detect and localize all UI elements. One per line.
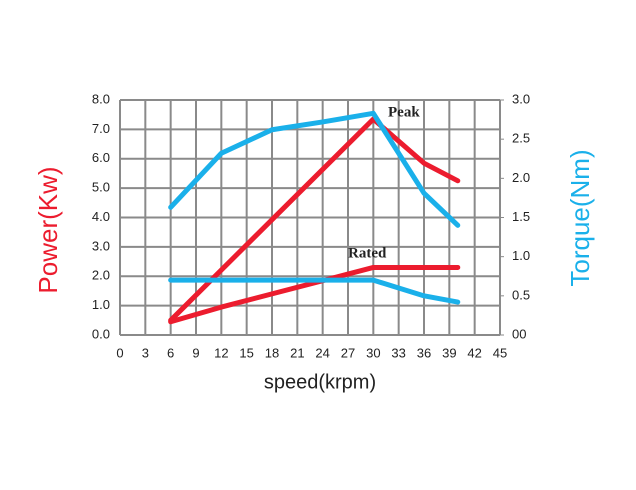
y-tick-label: 7.0 [92,121,110,136]
data-line [168,110,461,228]
x-tick-label: 33 [391,345,405,360]
y-tick-label: 0.0 [92,326,110,341]
y-tick-label: 4.0 [92,209,110,224]
x-tick-label: 30 [366,345,380,360]
x-tick-label: 27 [341,345,355,360]
y-tick-label: 8.0 [92,91,110,106]
x-tick-label: 15 [239,345,253,360]
x-tick-label: 42 [467,345,481,360]
annotation: Rated [348,245,387,261]
y-axis-title: Power(Kw) [33,166,63,293]
x-tick-label: 45 [493,345,507,360]
y2-tick-label: 0.5 [512,287,530,302]
x-tick-label: 0 [116,345,123,360]
y2-tick-label: 3.0 [512,91,530,106]
x-tick-label: 18 [265,345,279,360]
x-tick-label: 3 [142,345,149,360]
y2-axis-title: Torque(Nm) [565,149,595,286]
data-line [168,277,461,305]
y-tick-label: 6.0 [92,150,110,165]
x-tick-label: 39 [442,345,456,360]
data-line [168,116,461,323]
y2-tick-label: 00 [512,326,526,341]
x-tick-label: 9 [192,345,199,360]
y2-tick-label: 1.5 [512,209,530,224]
data-line [168,264,461,325]
x-tick-label: 12 [214,345,228,360]
x-tick-label: 24 [315,345,329,360]
y2-tick-label: 1.0 [512,248,530,263]
y-tick-label: 3.0 [92,238,110,253]
annotation: Peak [388,104,420,120]
x-axis-title: speed(krpm) [264,371,376,393]
y-tick-label: 1.0 [92,297,110,312]
y-tick-label: 5.0 [92,180,110,195]
x-tick-label: 36 [417,345,431,360]
x-tick-label: 21 [290,345,304,360]
y2-tick-label: 2.0 [512,170,530,185]
y-tick-label: 2.0 [92,268,110,283]
y2-tick-label: 2.5 [512,131,530,146]
x-tick-label: 6 [167,345,174,360]
